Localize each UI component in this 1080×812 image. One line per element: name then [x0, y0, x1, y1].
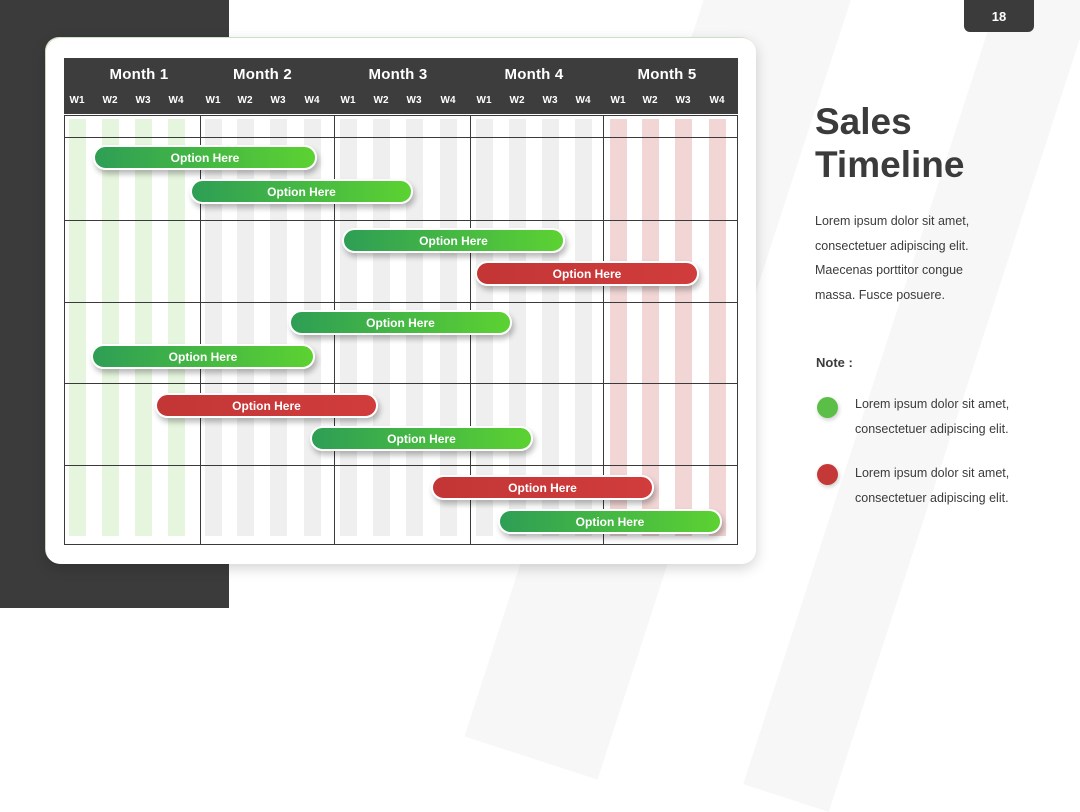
- title-line: Sales: [815, 101, 912, 142]
- description-line: Maecenas porttitor congue: [815, 263, 964, 277]
- grid-line: [65, 383, 737, 384]
- week-label: W2: [102, 95, 118, 106]
- month-label: Month 5: [637, 66, 697, 83]
- week-stripe: [675, 119, 692, 536]
- week-stripe: [168, 119, 185, 536]
- week-label: W3: [270, 95, 286, 106]
- month-label: Month 2: [233, 66, 292, 83]
- legend-line: Lorem ipsum dolor sit amet,: [855, 466, 1010, 480]
- week-label: W3: [406, 95, 422, 106]
- grid-line: [65, 465, 737, 466]
- week-label: W1: [69, 95, 85, 106]
- week-label: W1: [205, 95, 221, 106]
- description-line: massa. Fusce posuere.: [815, 287, 945, 302]
- grid-line: [65, 137, 737, 138]
- week-stripe: [509, 119, 526, 536]
- timeline-bar[interactable]: Option Here: [498, 509, 722, 534]
- week-label: W4: [709, 95, 725, 106]
- timeline-bar[interactable]: Option Here: [475, 261, 699, 286]
- week-stripe: [205, 119, 222, 536]
- month-label: Month 3: [368, 66, 428, 83]
- week-stripe: [709, 119, 726, 536]
- week-stripe: [69, 119, 86, 536]
- legend-text: Lorem ipsum dolor sit amet, consectetuer…: [855, 461, 1045, 511]
- timeline-bar[interactable]: Option Here: [342, 228, 565, 253]
- timeline-grid: [64, 115, 738, 545]
- grid-line: [65, 302, 737, 303]
- legend-dot-green: [817, 397, 838, 418]
- timeline-bar[interactable]: Option Here: [155, 393, 378, 418]
- legend-text: Lorem ipsum dolor sit amet, consectetuer…: [855, 392, 1045, 442]
- note-label: Note :: [816, 355, 853, 370]
- grid-line: [65, 220, 737, 221]
- timeline-bar[interactable]: Option Here: [93, 145, 317, 170]
- week-stripe: [642, 119, 659, 536]
- week-label: W2: [373, 95, 389, 106]
- grid-line: [603, 116, 604, 544]
- week-label: W3: [675, 95, 691, 106]
- month-label: Month 1: [109, 66, 169, 83]
- week-label: W2: [509, 95, 525, 106]
- timeline-bar[interactable]: Option Here: [431, 475, 654, 500]
- page-number-badge: 18: [964, 0, 1034, 32]
- week-label: W1: [340, 95, 356, 106]
- week-label: W4: [575, 95, 591, 106]
- grid-line: [200, 116, 201, 544]
- page-title: Sales Timeline: [815, 100, 1035, 186]
- legend-line: Lorem ipsum dolor sit amet,: [855, 397, 1010, 411]
- legend-line: consectetuer adipiscing elit.: [855, 491, 1009, 505]
- description-line: Lorem ipsum dolor sit amet,: [815, 214, 970, 228]
- title-line: Timeline: [815, 144, 965, 185]
- week-stripe: [135, 119, 152, 536]
- week-label: W1: [476, 95, 492, 106]
- month-label: Month 4: [504, 66, 564, 83]
- description-line: consectetuer adipiscing elit.: [815, 238, 969, 253]
- week-stripe: [610, 119, 627, 536]
- week-stripe: [237, 119, 254, 536]
- timeline-header: Month 1 Month 2 Month 3 Month 4 Month 5 …: [64, 58, 738, 114]
- week-label: W3: [542, 95, 558, 106]
- week-label: W4: [168, 95, 184, 106]
- week-label: W4: [304, 95, 320, 106]
- legend-line: consectetuer adipiscing elit.: [855, 422, 1009, 436]
- legend-dot-red: [817, 464, 838, 485]
- timeline-bar[interactable]: Option Here: [289, 310, 512, 335]
- week-stripe: [575, 119, 592, 536]
- week-label: W2: [237, 95, 253, 106]
- description: Lorem ipsum dolor sit amet, consectetuer…: [815, 209, 1005, 307]
- week-stripe: [102, 119, 119, 536]
- week-label: W4: [440, 95, 456, 106]
- week-label: W2: [642, 95, 658, 106]
- week-stripe: [270, 119, 287, 536]
- timeline-bar[interactable]: Option Here: [190, 179, 413, 204]
- week-label: W3: [135, 95, 151, 106]
- week-stripe: [542, 119, 559, 536]
- week-label: W1: [610, 95, 626, 106]
- timeline-bar[interactable]: Option Here: [91, 344, 315, 369]
- timeline-bar[interactable]: Option Here: [310, 426, 533, 451]
